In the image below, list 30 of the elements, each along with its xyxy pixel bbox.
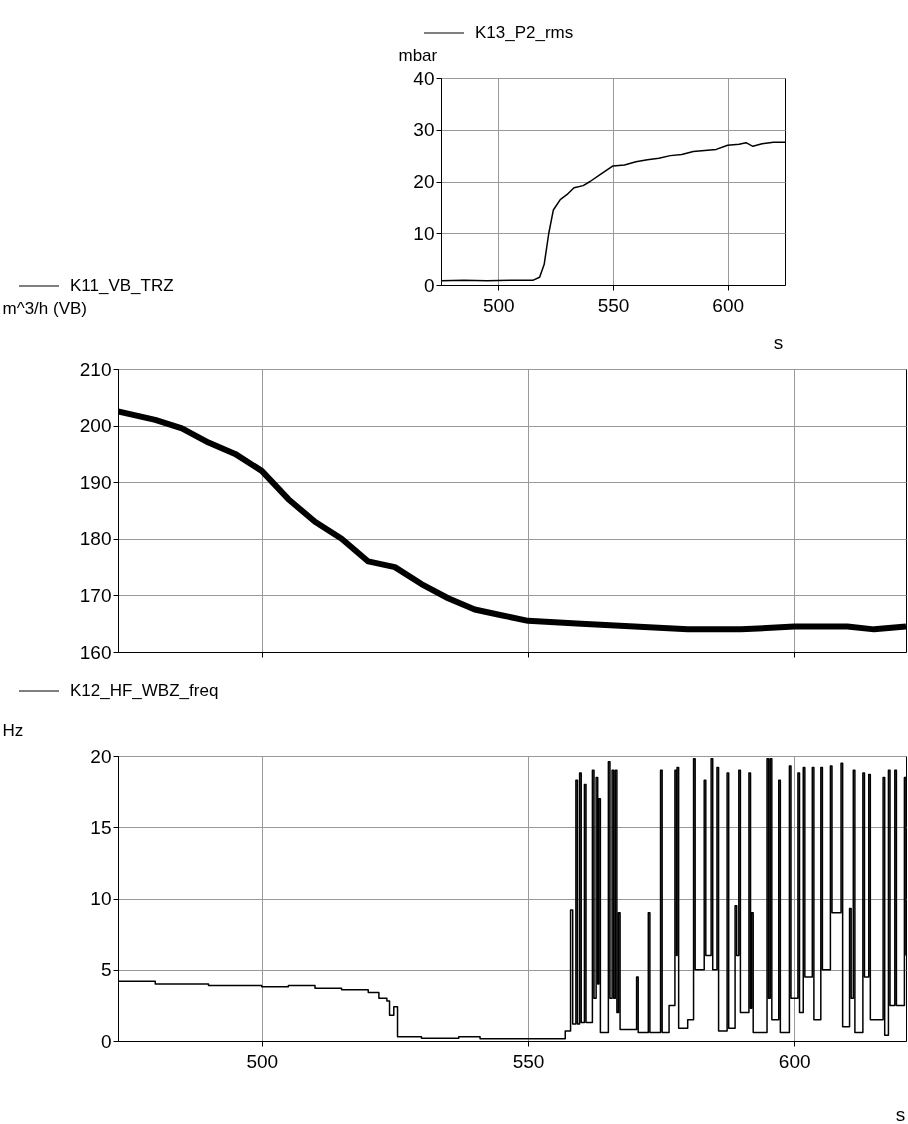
y-axis-title: Hz <box>2 720 24 740</box>
legend-label: K13_P2_rms <box>475 23 574 42</box>
y-tick-label: 160 <box>79 641 112 663</box>
x-tick-label: 600 <box>712 294 745 316</box>
y-tick-label: 20 <box>413 171 435 192</box>
x-axis-title: s <box>895 1103 906 1124</box>
x-axis-title: s <box>773 331 784 353</box>
legend-label: K12_HF_WBZ_freq <box>70 681 219 700</box>
y-tick-label: 5 <box>100 959 112 981</box>
x-tick-label: 550 <box>597 294 630 316</box>
y-tick-label: 190 <box>79 471 112 493</box>
legend-label: K11_VB_TRZ <box>70 276 174 295</box>
y-tick-label: 210 <box>79 358 112 380</box>
y-tick-label: 20 <box>90 745 112 767</box>
y-tick-label: 180 <box>79 528 112 550</box>
x-tick-label: 500 <box>482 294 515 316</box>
y-tick-label: 40 <box>413 67 435 89</box>
y-tick-label: 200 <box>79 415 112 437</box>
x-tick-label: 550 <box>512 1050 545 1072</box>
y-axis-title: m^3/h (VB) <box>2 298 87 318</box>
x-tick-label: 600 <box>778 1050 811 1072</box>
y-tick-label: 30 <box>413 119 435 141</box>
y-tick-label: 10 <box>413 222 435 244</box>
y-axis-title: mbar <box>398 45 438 65</box>
y-tick-label: 0 <box>100 1030 112 1052</box>
y-tick-label: 170 <box>79 584 112 606</box>
y-tick-label: 10 <box>90 888 112 909</box>
x-tick-label: 500 <box>246 1050 279 1072</box>
y-tick-label: 15 <box>90 816 112 838</box>
y-tick-label: 0 <box>423 274 435 296</box>
